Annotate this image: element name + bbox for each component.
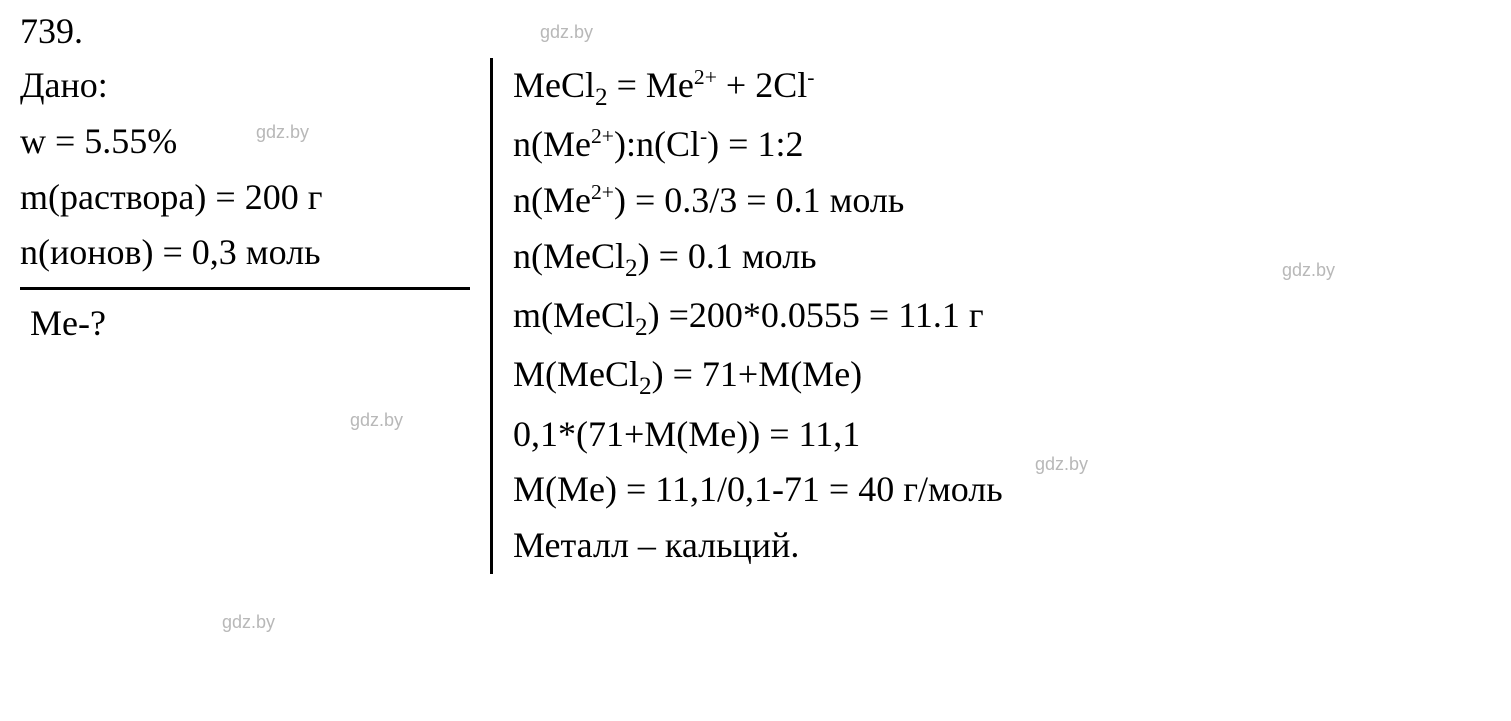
solution-eq3: n(Me2+) = 0.3/3 = 0.1 моль: [513, 173, 1491, 229]
eq5-sub1: 2: [635, 314, 648, 341]
eq5-pre: m(MeCl: [513, 295, 635, 335]
solution-eq4: n(MeCl2) = 0.1 моль: [513, 229, 1491, 288]
solution-eq9: Металл – кальций.: [513, 518, 1491, 574]
eq1-post: + 2Cl: [717, 65, 807, 105]
given-find: Me-?: [20, 296, 470, 352]
solution-eq7: 0,1*(71+M(Me)) = 11,1: [513, 407, 1491, 463]
eq1-sup2: -: [807, 65, 814, 89]
solution-block: MeCl2 = Me2+ + 2Cl- n(Me2+):n(Cl-) = 1:2…: [490, 58, 1491, 574]
eq6-sub1: 2: [639, 374, 652, 401]
given-divider: [20, 287, 470, 290]
solution-eq6: M(MeCl2) = 71+M(Me): [513, 347, 1491, 406]
given-label: Дано:: [20, 58, 470, 114]
eq1-mid: = Me: [608, 65, 694, 105]
eq1-sup1: 2+: [694, 65, 717, 89]
given-n-ions: n(ионов) = 0,3 моль: [20, 225, 470, 281]
eq1-sub1: 2: [595, 84, 608, 111]
solution-eq2: n(Me2+):n(Cl-) = 1:2: [513, 117, 1491, 173]
eq3-pre: n(Me: [513, 180, 591, 220]
eq2-post: ) = 1:2: [707, 124, 803, 164]
given-m-solution: m(раствора) = 200 г: [20, 170, 470, 226]
eq6-post: ) = 71+M(Me): [652, 354, 863, 394]
eq1-pre: MeCl: [513, 65, 595, 105]
eq4-post: ) = 0.1 моль: [638, 236, 817, 276]
eq5-post: ) =200*0.0555 = 11.1 г: [648, 295, 984, 335]
eq6-pre: M(MeCl: [513, 354, 639, 394]
solution-eq5: m(MeCl2) =200*0.0555 = 11.1 г: [513, 288, 1491, 347]
eq3-sup1: 2+: [591, 180, 614, 204]
eq3-post: ) = 0.3/3 = 0.1 моль: [614, 180, 904, 220]
solution-eq8: M(Me) = 11,1/0,1-71 = 40 г/моль: [513, 462, 1491, 518]
given-block: Дано: w = 5.55% m(раствора) = 200 г n(ио…: [20, 58, 490, 352]
eq4-sub1: 2: [625, 255, 638, 282]
eq2-sup1: 2+: [591, 124, 614, 148]
eq2-pre: n(Me: [513, 124, 591, 164]
solution-eq1: MeCl2 = Me2+ + 2Cl-: [513, 58, 1491, 117]
eq2-mid: ):n(Cl: [614, 124, 700, 164]
eq4-pre: n(MeCl: [513, 236, 625, 276]
given-w: w = 5.55%: [20, 114, 470, 170]
problem-number: 739.: [20, 10, 1491, 52]
